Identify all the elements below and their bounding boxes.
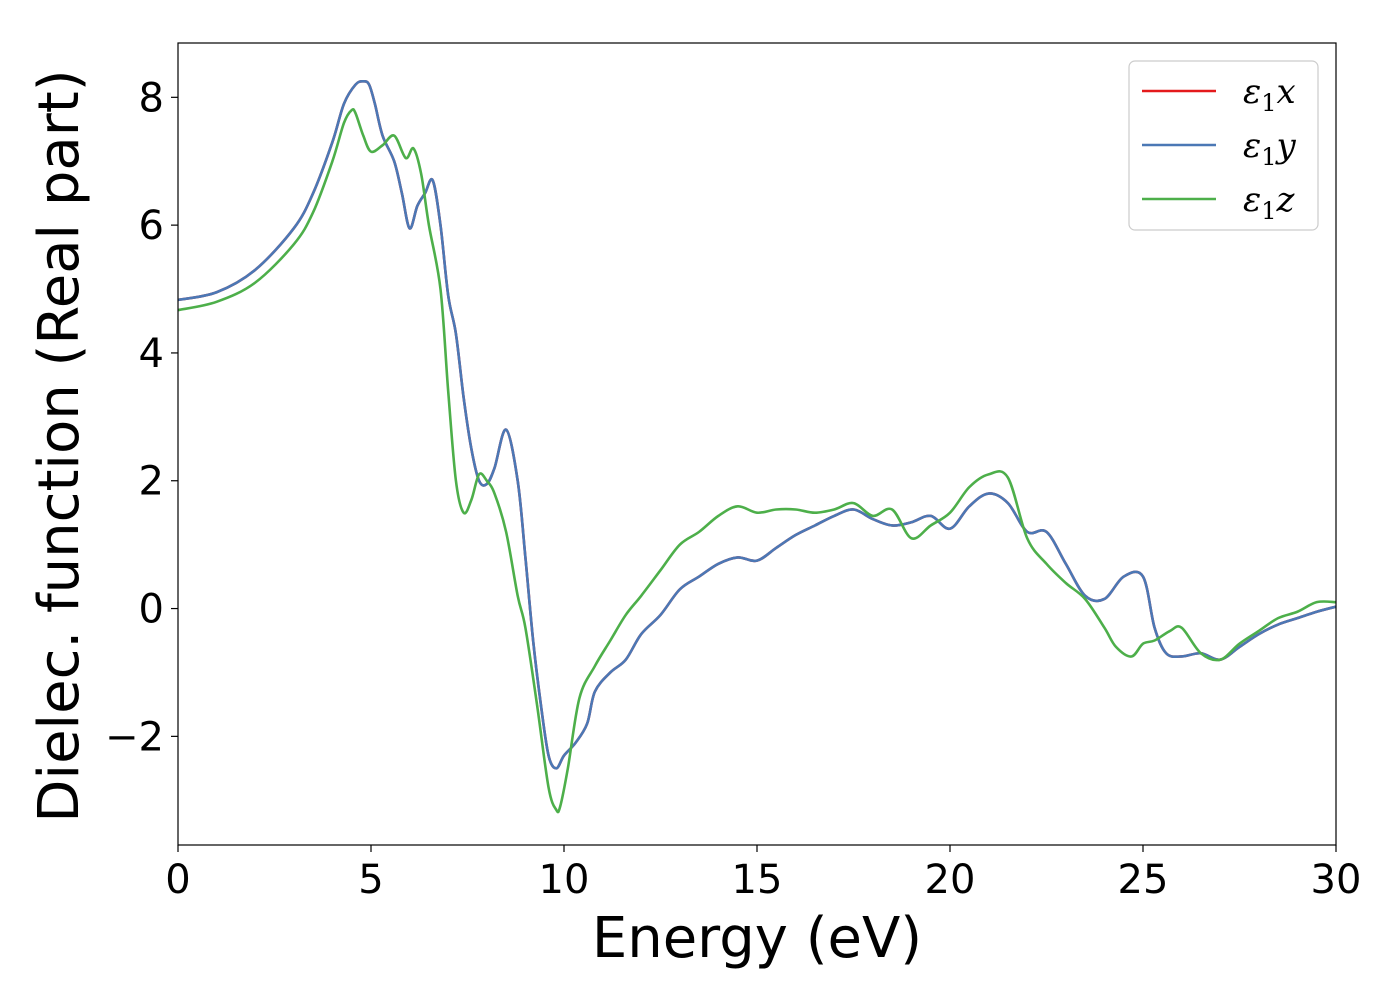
y-tick-label: −2 bbox=[105, 714, 164, 760]
x-tick-label: 20 bbox=[925, 857, 976, 903]
x-tick-label: 5 bbox=[358, 857, 383, 903]
x-axis: 0 5 10 15 20 25 30 bbox=[165, 845, 1361, 903]
x-axis-label: Energy (eV) bbox=[592, 906, 922, 971]
legend-item-z: ε1z bbox=[1142, 180, 1296, 225]
y-axis: −2 0 2 4 6 8 bbox=[105, 75, 178, 760]
legend-item-x: ε1x bbox=[1142, 72, 1296, 117]
x-tick-label: 30 bbox=[1311, 857, 1362, 903]
series-layer bbox=[178, 80, 1336, 814]
y-tick-label: 4 bbox=[139, 331, 164, 377]
legend-label: ε1y bbox=[1243, 126, 1297, 171]
x-tick-label: 25 bbox=[1118, 857, 1169, 903]
series-line-y bbox=[178, 80, 1336, 770]
x-tick-label: 15 bbox=[732, 857, 783, 903]
legend-box bbox=[1128, 60, 1319, 231]
y-tick-label: 0 bbox=[139, 587, 164, 633]
legend-label: ε1z bbox=[1243, 180, 1296, 225]
y-axis-label: Dielec. function (Real part) bbox=[27, 69, 92, 822]
legend-label: ε1x bbox=[1243, 72, 1296, 117]
legend-item-y: ε1y bbox=[1142, 126, 1297, 171]
y-tick-label: 6 bbox=[139, 203, 164, 249]
x-tick-label: 10 bbox=[539, 857, 590, 903]
legend: ε1x ε1y ε1z bbox=[1128, 60, 1319, 231]
series-line-z bbox=[178, 107, 1336, 814]
x-tick-label: 0 bbox=[165, 857, 190, 903]
y-tick-label: 2 bbox=[139, 459, 164, 505]
y-tick-label: 8 bbox=[139, 75, 164, 121]
